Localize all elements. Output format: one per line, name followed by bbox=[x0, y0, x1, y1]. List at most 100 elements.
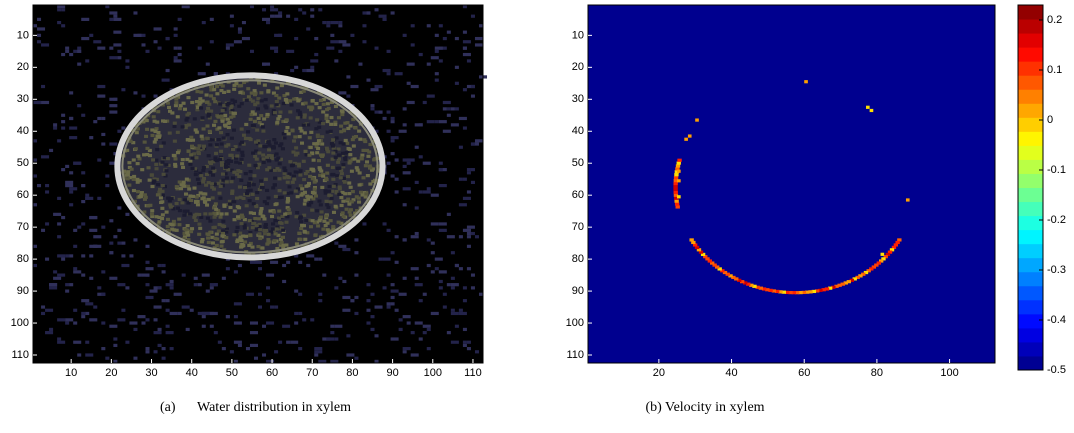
xylem-pixel bbox=[234, 156, 239, 160]
noise-pixel bbox=[334, 337, 339, 341]
xylem-pixel bbox=[365, 174, 370, 178]
xylem-pixel bbox=[242, 223, 247, 227]
noise-pixel bbox=[306, 27, 311, 31]
noise-pixel bbox=[45, 331, 54, 335]
xylem-pixel bbox=[254, 204, 259, 209]
xylem-pixel bbox=[311, 197, 316, 201]
xylem-pixel bbox=[319, 210, 324, 214]
noise-pixel bbox=[113, 343, 118, 348]
noise-pixel bbox=[201, 273, 210, 277]
noise-pixel bbox=[402, 203, 407, 207]
colorbar-band bbox=[1018, 117, 1043, 132]
noise-pixel bbox=[418, 337, 423, 341]
xylem-pixel bbox=[211, 169, 216, 174]
xylem-pixel bbox=[155, 120, 160, 124]
xylem-pixel bbox=[282, 172, 287, 176]
xylem-pixel bbox=[151, 181, 156, 185]
xylem-pixel bbox=[347, 202, 352, 206]
xylem-pixel bbox=[219, 131, 224, 135]
noise-pixel bbox=[145, 295, 154, 300]
noise-pixel bbox=[145, 260, 150, 264]
xylem-pixel bbox=[152, 179, 157, 183]
noise-pixel bbox=[414, 145, 419, 149]
xylem-pixel bbox=[333, 122, 338, 127]
noise-pixel bbox=[474, 350, 479, 354]
xylem-pixel bbox=[194, 100, 199, 104]
xylem-pixel bbox=[347, 181, 352, 185]
noise-pixel bbox=[294, 254, 299, 258]
xylem-pixel bbox=[216, 209, 221, 213]
xylem-pixel bbox=[279, 142, 284, 146]
xylem-pixel bbox=[300, 115, 305, 119]
noise-pixel bbox=[45, 184, 50, 188]
noise-pixel bbox=[438, 286, 443, 290]
noise-pixel bbox=[430, 56, 439, 60]
xylem-pixel bbox=[274, 93, 279, 98]
xylem-pixel bbox=[144, 134, 149, 138]
xylem-pixel bbox=[302, 131, 307, 135]
xylem-pixel bbox=[208, 84, 213, 89]
xylem-pixel bbox=[203, 212, 208, 216]
xylem-pixel bbox=[198, 171, 203, 175]
noise-pixel bbox=[233, 40, 242, 44]
xylem-pixel bbox=[263, 104, 268, 108]
xylem-pixel bbox=[209, 88, 214, 92]
noise-pixel bbox=[314, 52, 319, 57]
noise-pixel bbox=[81, 36, 90, 41]
xylem-pixel bbox=[266, 196, 271, 200]
caption: Water distribution in xylem bbox=[197, 400, 351, 415]
xylem-pixel bbox=[168, 203, 173, 207]
noise-pixel bbox=[406, 81, 411, 85]
xylem-pixel bbox=[303, 237, 308, 241]
xylem-pixel bbox=[186, 201, 191, 205]
xylem-pixel bbox=[274, 152, 279, 156]
noise-pixel bbox=[121, 263, 130, 268]
xylem-pixel bbox=[269, 104, 274, 108]
xylem-pixel bbox=[312, 185, 317, 190]
xylem-pixel bbox=[273, 141, 278, 145]
noise-pixel bbox=[390, 116, 395, 121]
xylem-pixel bbox=[253, 216, 258, 221]
xylem-pixel bbox=[371, 179, 376, 184]
noise-pixel bbox=[338, 276, 343, 280]
xylem-pixel bbox=[251, 151, 256, 155]
xylem-pixel bbox=[297, 171, 302, 175]
xylem-pixel bbox=[346, 197, 351, 201]
xylem-pixel bbox=[265, 188, 270, 193]
xylem-pixel bbox=[142, 193, 147, 197]
xylem-pixel bbox=[265, 114, 270, 119]
xylem-pixel bbox=[295, 116, 300, 120]
xylem-pixel bbox=[157, 215, 162, 220]
xylem-pixel bbox=[291, 150, 296, 154]
xylem-pixel bbox=[220, 163, 225, 167]
noise-pixel bbox=[390, 251, 395, 255]
noise-pixel bbox=[65, 321, 70, 325]
xylem-pixel bbox=[271, 109, 276, 113]
noise-pixel bbox=[73, 321, 78, 325]
xylem-pixel bbox=[244, 122, 249, 127]
velocity-pixel bbox=[861, 272, 866, 276]
xylem-pixel bbox=[179, 187, 184, 191]
xylem-pixel bbox=[341, 129, 347, 133]
noise-pixel bbox=[117, 283, 126, 287]
noise-pixel bbox=[69, 187, 78, 191]
xylem-pixel bbox=[206, 154, 211, 158]
xylem-pixel bbox=[348, 124, 353, 128]
noise-pixel bbox=[310, 65, 315, 69]
xylem-pixel bbox=[243, 172, 248, 176]
noise-pixel bbox=[402, 107, 407, 111]
xylem-pixel bbox=[308, 116, 313, 120]
xylem-pixel bbox=[353, 211, 358, 215]
velocity-pixel bbox=[712, 263, 717, 267]
xylem-pixel bbox=[183, 126, 188, 130]
noise-pixel bbox=[262, 353, 267, 357]
x-tick-label: 110 bbox=[464, 367, 482, 379]
xylem-pixel bbox=[280, 147, 285, 151]
noise-pixel bbox=[466, 267, 471, 271]
xylem-pixel bbox=[230, 98, 235, 102]
noise-pixel bbox=[209, 286, 214, 290]
xylem-pixel bbox=[182, 213, 187, 217]
xylem-pixel bbox=[310, 98, 315, 103]
xylem-pixel bbox=[297, 135, 302, 139]
xylem-pixel bbox=[199, 174, 204, 178]
